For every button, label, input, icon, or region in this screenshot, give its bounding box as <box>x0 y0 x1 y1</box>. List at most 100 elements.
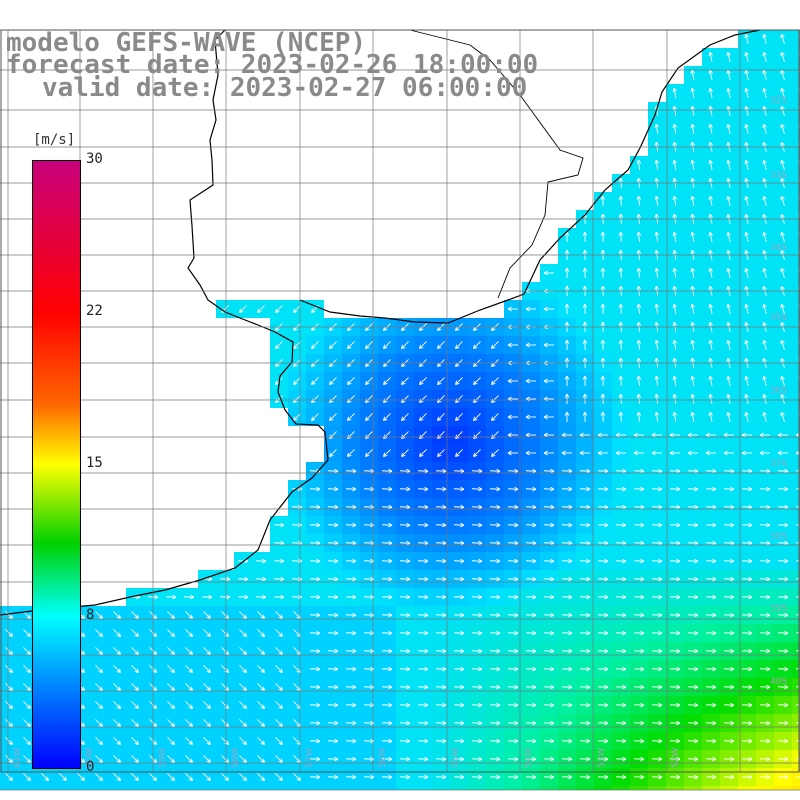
wind-arrow <box>672 303 678 315</box>
wind-arrow <box>633 612 645 618</box>
wind-arrow <box>582 411 588 423</box>
wind-speed-cell <box>792 390 800 408</box>
wind-arrow <box>327 666 339 672</box>
wind-arrow <box>654 231 660 243</box>
wind-arrow <box>669 666 681 672</box>
wind-speed-cell <box>54 786 72 790</box>
wind-arrow <box>741 558 753 564</box>
wind-arrow <box>221 611 229 619</box>
wind-arrow <box>726 69 731 80</box>
wind-arrow <box>23 647 31 655</box>
wind-arrow <box>437 431 445 439</box>
wind-arrow <box>741 594 753 600</box>
wind-arrow <box>651 432 662 438</box>
wind-arrow <box>669 576 681 582</box>
wind-arrow <box>309 486 321 492</box>
wind-arrow <box>723 558 735 564</box>
wind-arrow <box>543 270 554 276</box>
wind-speed-cell <box>792 336 800 354</box>
wind-arrow <box>489 774 501 780</box>
wind-arrow <box>293 395 301 403</box>
wind-arrow <box>41 791 49 799</box>
wind-arrow <box>600 339 606 351</box>
wind-arrow <box>633 720 645 726</box>
wind-arrow <box>723 522 735 528</box>
wind-arrow <box>309 594 321 600</box>
wind-arrow <box>708 231 713 242</box>
wind-arrow <box>777 792 789 798</box>
wind-arrow <box>654 267 660 279</box>
wind-arrow <box>383 413 391 421</box>
wind-arrow <box>453 522 465 528</box>
wind-arrow <box>687 756 699 762</box>
wind-arrow <box>491 431 499 439</box>
wind-arrow <box>741 720 753 726</box>
wind-arrow <box>381 558 393 564</box>
wind-arrow <box>471 558 483 564</box>
wind-arrow <box>759 576 771 582</box>
wind-arrow <box>363 594 375 600</box>
wind-arrow <box>365 449 373 457</box>
wind-arrow <box>780 303 785 314</box>
wind-arrow <box>363 684 375 690</box>
wind-arrow <box>636 339 642 351</box>
wind-arrow <box>455 341 463 349</box>
wind-arrow <box>633 648 645 654</box>
wind-arrow <box>5 773 13 781</box>
wind-arrow <box>777 666 789 672</box>
wind-arrow <box>762 33 767 44</box>
wind-arrow <box>345 522 357 528</box>
wind-arrow <box>543 414 554 420</box>
wind-arrow <box>651 486 663 492</box>
wind-arrow <box>762 411 767 422</box>
wind-arrow <box>723 774 735 780</box>
wind-arrow <box>435 702 447 708</box>
wind-arrow <box>435 666 447 672</box>
wind-arrow <box>618 393 624 405</box>
latitude-labels: 32S 33S 34S 35S 36S 37S 38S 39S 40S <box>770 96 787 687</box>
wind-arrow <box>723 720 735 726</box>
wind-arrow <box>345 594 357 600</box>
wind-arrow <box>363 666 375 672</box>
wind-speed-cell <box>630 786 648 790</box>
wind-arrow <box>777 576 789 582</box>
wind-arrow <box>651 576 663 582</box>
wind-arrow <box>561 684 573 690</box>
wind-arrow <box>293 341 301 349</box>
wind-arrow <box>690 267 695 279</box>
wind-arrow <box>579 684 591 690</box>
wind-arrow <box>690 195 695 207</box>
wind-arrow <box>185 611 193 619</box>
wind-arrow <box>149 773 157 781</box>
wind-arrow <box>744 33 749 44</box>
wind-arrow <box>381 738 393 744</box>
wind-arrow <box>257 305 265 313</box>
wind-arrow <box>633 684 645 690</box>
wind-arrow <box>417 648 429 654</box>
wind-speed-cell <box>360 786 378 790</box>
wind-arrow <box>525 612 537 618</box>
wind-arrow <box>690 159 695 171</box>
wind-arrow <box>741 648 753 654</box>
latitude-label: 40S <box>770 677 787 687</box>
wind-speed-cell <box>126 786 144 790</box>
wind-speed-cell <box>306 786 324 790</box>
wind-arrow <box>708 51 713 62</box>
wind-arrow <box>669 450 680 456</box>
wind-speed-cell <box>468 786 486 790</box>
wind-arrow <box>705 486 717 492</box>
longitude-labels: 61W 60W 59W 58W 57W 56W 55W 54W 53W 52W <box>13 748 681 768</box>
wind-arrow <box>543 594 555 600</box>
wind-arrow <box>239 665 247 673</box>
wind-arrow <box>275 719 283 727</box>
wind-speed-cell <box>792 30 800 48</box>
wind-arrow <box>705 522 717 528</box>
wind-arrow <box>491 341 499 349</box>
wind-arrow <box>705 774 717 780</box>
wind-arrow <box>237 594 249 600</box>
wind-arrow <box>221 737 229 745</box>
wind-arrow <box>473 377 481 385</box>
wind-arrow <box>95 629 103 637</box>
wind-arrow <box>275 755 283 763</box>
wind-arrow <box>113 719 121 727</box>
